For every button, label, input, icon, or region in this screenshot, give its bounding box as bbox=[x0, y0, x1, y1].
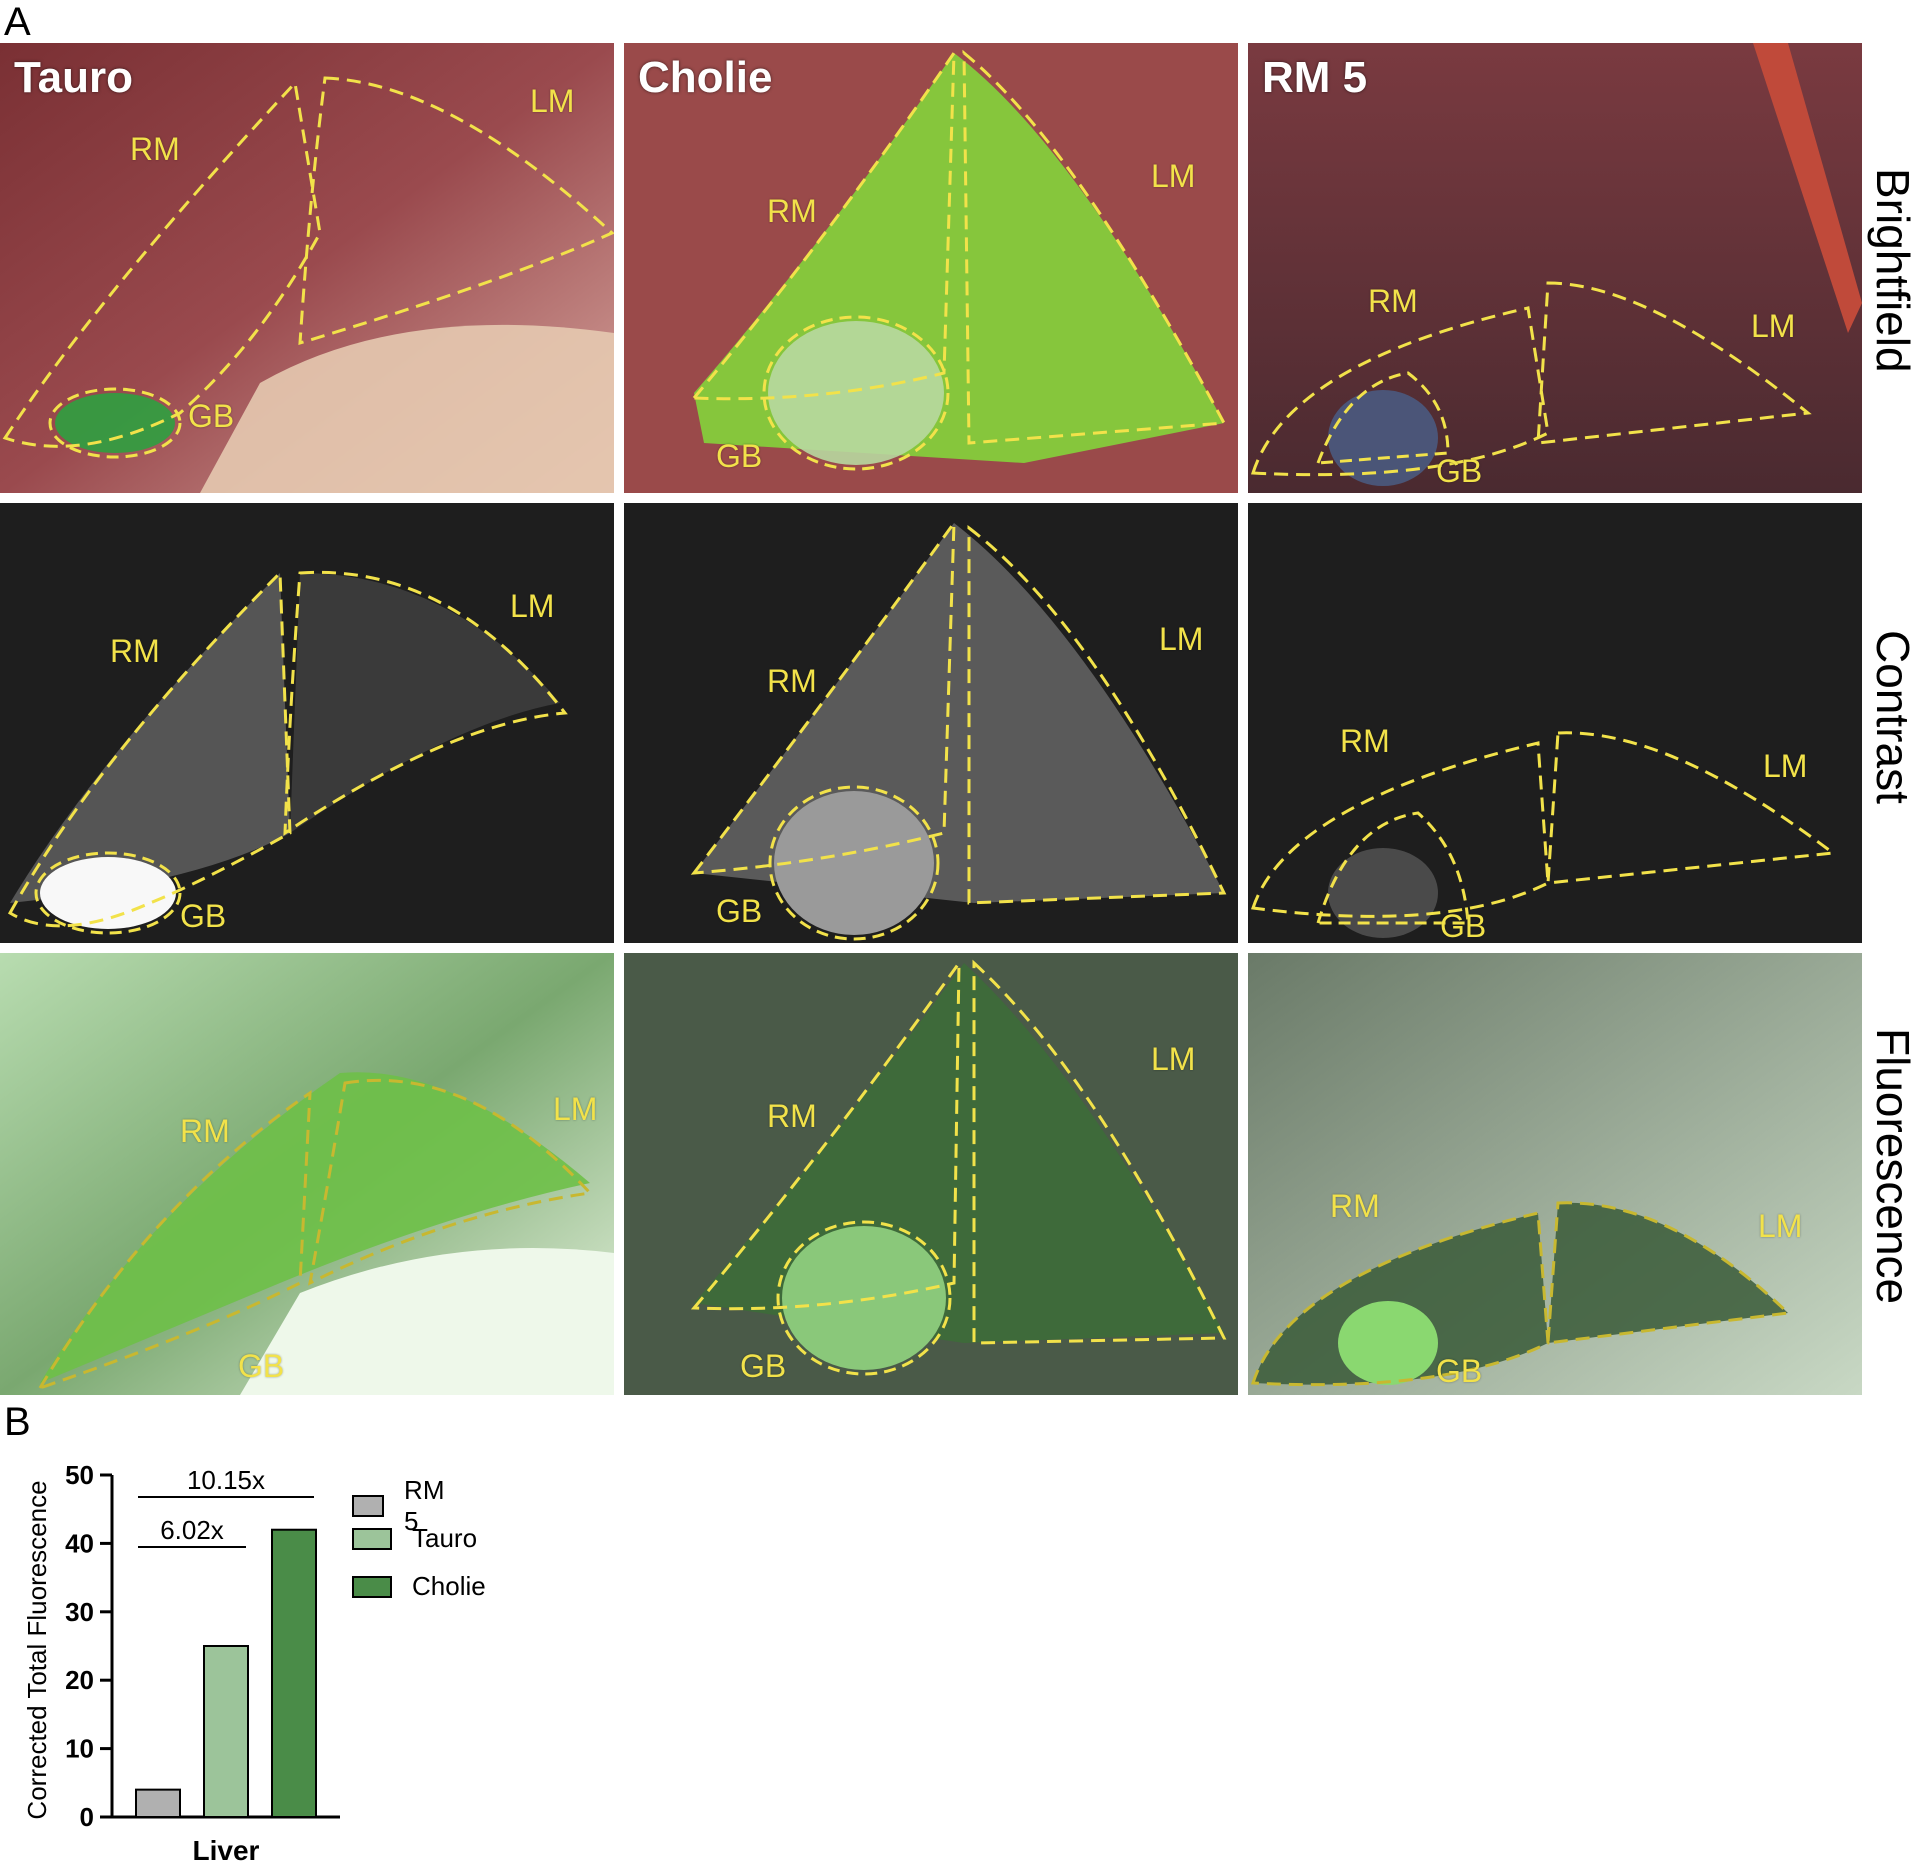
region-label-lm: LM bbox=[1159, 621, 1204, 657]
region-label-lm: LM bbox=[510, 588, 555, 624]
y-tick-label: 10 bbox=[65, 1734, 94, 1764]
region-label-lm: LM bbox=[1758, 1208, 1803, 1244]
legend-item-rm-5: RM 5 bbox=[352, 1475, 452, 1537]
y-tick-label: 20 bbox=[65, 1665, 94, 1695]
tile-fluorescence-cholie: RM LM GB bbox=[624, 953, 1238, 1395]
tile-brightfield-rm5: RM 5 RM LM GB bbox=[1248, 43, 1862, 493]
region-label-rm: RM bbox=[767, 663, 817, 699]
brightfield-cholie-image bbox=[624, 43, 1238, 493]
contrast-tauro-image bbox=[0, 503, 614, 943]
region-label-rm: RM bbox=[180, 1113, 230, 1149]
y-tick-label: 50 bbox=[65, 1460, 94, 1490]
y-tick-label: 40 bbox=[65, 1528, 94, 1558]
fluorescence-rm5-image bbox=[1248, 953, 1862, 1395]
x-axis-label: Liver bbox=[193, 1835, 260, 1866]
region-label-gb: GB bbox=[238, 1348, 285, 1384]
region-label-gb: GB bbox=[1436, 453, 1483, 489]
region-label-lm: LM bbox=[1763, 748, 1808, 784]
tile-contrast-rm5: RM LM GB bbox=[1248, 503, 1862, 943]
region-label-lm: LM bbox=[1151, 158, 1196, 194]
region-label-lm: LM bbox=[1151, 1041, 1196, 1077]
region-label-gb: GB bbox=[716, 893, 763, 929]
bar-rm-5 bbox=[135, 1788, 181, 1819]
region-label-lm: LM bbox=[553, 1091, 598, 1127]
legend-label: Tauro bbox=[412, 1523, 478, 1553]
column-title-cholie: Cholie bbox=[638, 53, 773, 102]
column-title-rm5: RM 5 bbox=[1262, 53, 1368, 102]
region-label-gb: GB bbox=[740, 1348, 787, 1384]
tile-contrast-tauro: RM LM GB bbox=[0, 503, 614, 943]
legend-swatch bbox=[352, 1495, 385, 1517]
tile-contrast-cholie: RM LM GB bbox=[624, 503, 1238, 943]
region-label-rm: RM bbox=[110, 633, 160, 669]
region-label-gb: GB bbox=[180, 898, 227, 934]
y-tick-label: 0 bbox=[80, 1802, 94, 1832]
row-label-fluorescence: Fluorescence bbox=[1867, 1028, 1919, 1305]
region-label-gb: GB bbox=[188, 398, 235, 434]
region-label-gb: GB bbox=[1436, 1353, 1483, 1389]
column-title-tauro: Tauro bbox=[14, 53, 133, 102]
legend-item-tauro: Tauro bbox=[352, 1523, 477, 1554]
bar-tauro bbox=[203, 1645, 249, 1818]
region-label-rm: RM bbox=[130, 131, 180, 167]
panel-a-label: A bbox=[4, 0, 31, 44]
bar-cholie bbox=[271, 1528, 317, 1818]
bar-chart: Corrected Total Fluorescence 0 10 20 30 40 50… bbox=[22, 1460, 340, 1866]
region-label-rm: RM bbox=[1340, 723, 1390, 759]
region-label-rm: RM bbox=[1330, 1188, 1380, 1224]
contrast-rm5-image bbox=[1248, 503, 1862, 943]
region-label-lm: LM bbox=[1751, 308, 1796, 344]
contrast-cholie-image bbox=[624, 503, 1238, 943]
fluorescence-cholie-image bbox=[624, 953, 1238, 1395]
legend-label: Cholie bbox=[412, 1571, 486, 1601]
annotation-label: 10.15x bbox=[187, 1465, 265, 1495]
y-axis-label: Corrected Total Fluorescence bbox=[22, 1480, 52, 1819]
y-tick-label: 30 bbox=[65, 1597, 94, 1627]
row-label-contrast: Contrast bbox=[1867, 630, 1919, 804]
tile-brightfield-tauro: Tauro RM LM GB bbox=[0, 43, 614, 493]
tile-fluorescence-rm5: RM LM GB bbox=[1248, 953, 1862, 1395]
region-label-rm: RM bbox=[767, 1098, 817, 1134]
brightfield-tauro-image bbox=[0, 43, 614, 493]
region-label-gb: GB bbox=[716, 438, 763, 474]
region-label-gb: GB bbox=[1440, 908, 1487, 943]
tile-brightfield-cholie: Cholie RM LM GB bbox=[624, 43, 1238, 493]
legend-swatch bbox=[352, 1527, 392, 1550]
tile-fluorescence-tauro: RM LM GB bbox=[0, 953, 614, 1395]
panel-b-label: B bbox=[4, 1400, 31, 1444]
fluorescence-tauro-image bbox=[0, 953, 614, 1395]
legend-swatch bbox=[352, 1575, 392, 1598]
brightfield-rm5-image bbox=[1248, 43, 1862, 493]
annotation-label: 6.02x bbox=[160, 1515, 224, 1545]
region-label-rm: RM bbox=[767, 193, 817, 229]
legend-label: RM 5 bbox=[404, 1475, 445, 1536]
legend-item-cholie: Cholie bbox=[352, 1571, 486, 1602]
row-label-brightfield: Brightfield bbox=[1867, 168, 1919, 373]
region-label-lm: LM bbox=[530, 83, 575, 119]
region-label-rm: RM bbox=[1368, 283, 1418, 319]
